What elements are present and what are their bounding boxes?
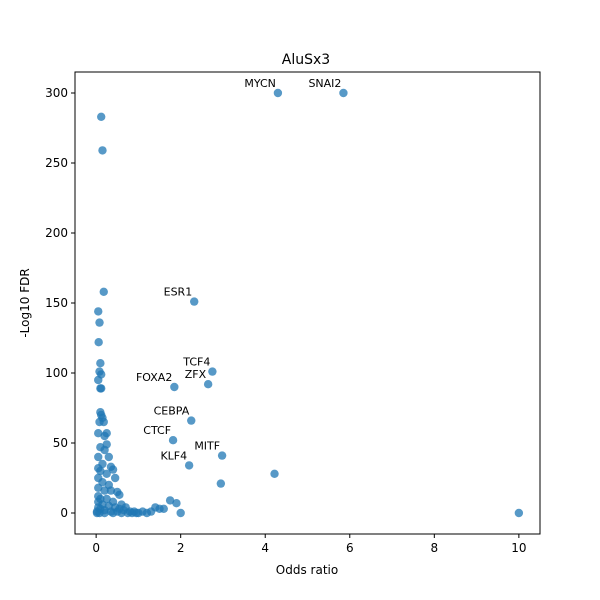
x-axis-label: Odds ratio: [276, 563, 338, 577]
scatter-point: [217, 451, 227, 460]
annotation-label: CTCF: [143, 424, 171, 437]
scatter-point: [106, 486, 116, 495]
y-tick-label: 100: [45, 366, 68, 380]
y-tick-label: 50: [53, 436, 68, 450]
scatter-point: [100, 431, 109, 441]
x-tick-label: 6: [346, 541, 354, 555]
scatter-point: [187, 416, 196, 425]
x-tick-label: 8: [430, 541, 438, 555]
scatter-point: [273, 88, 283, 98]
scatter-point: [97, 384, 106, 393]
scatter-point: [108, 465, 118, 474]
scatter-point: [97, 112, 106, 122]
y-tick-label: 150: [45, 296, 68, 310]
scatter-point: [95, 318, 104, 327]
y-tick-label: 0: [60, 506, 68, 520]
annotation-label: FOXA2: [136, 371, 172, 384]
scatter-point: [117, 508, 126, 518]
scatter-point: [168, 436, 178, 445]
plot-frame: [74, 71, 541, 535]
annotation-label: SNAI2: [308, 77, 341, 90]
scatter-point: [203, 380, 213, 389]
scatter-point: [110, 473, 120, 483]
scatter-point: [99, 417, 108, 427]
scatter-point: [94, 452, 103, 462]
scatter-point: [96, 359, 105, 368]
annotation-label: TCF4: [182, 356, 210, 369]
scatter-point: [94, 429, 103, 438]
y-tick-label: 250: [45, 156, 68, 170]
scatter-point: [94, 483, 103, 492]
x-axis: 0 2 4 6 8 10: [92, 534, 527, 555]
plot-area: [92, 88, 524, 518]
annotation-label: ESR1: [164, 286, 193, 299]
scatter-point: [127, 508, 137, 518]
scatter-point: [170, 382, 179, 392]
scatter-point: [99, 287, 108, 296]
annotation-label: MYCN: [244, 77, 276, 90]
annotations: MYCN SNAI2 ESR1 TCF4 FOXA2 ZFX CEBPA CTCF MITF KL…: [136, 77, 341, 462]
scatter-point: [108, 508, 118, 518]
x-tick-label: 4: [261, 541, 269, 555]
scatter-point: [100, 445, 109, 455]
scatter-point: [100, 508, 109, 518]
y-axis: 0 50 100 150 200 250 300: [45, 86, 75, 520]
y-tick-label: 200: [45, 226, 68, 240]
scatter-point: [159, 504, 168, 513]
scatter-point: [208, 367, 217, 376]
x-tick-label: 10: [511, 541, 526, 555]
x-tick-label: 0: [92, 541, 100, 555]
scatter-point: [165, 496, 175, 505]
scatter-point: [115, 490, 124, 499]
scatter-point: [514, 508, 524, 518]
scatter-point: [94, 338, 103, 347]
scatter-point: [339, 88, 348, 98]
scatter-point: [176, 508, 185, 518]
y-tick-label: 300: [45, 86, 68, 100]
annotation-label: ZFX: [185, 368, 207, 381]
annotation-label: KLF4: [160, 449, 187, 462]
scatter-point: [102, 469, 111, 478]
scatter-point: [98, 146, 107, 155]
annotation-label: CEBPA: [154, 405, 190, 418]
scatter-point: [100, 486, 109, 495]
scatter-point: [184, 461, 194, 470]
scatter-point: [172, 499, 181, 508]
chart-title: AluSx3: [282, 52, 330, 68]
y-axis-label: -Log10 FDR: [18, 268, 32, 337]
scatter-point: [104, 452, 114, 462]
annotation-label: MITF: [194, 440, 220, 453]
scatter-point: [270, 469, 279, 478]
scatter-point: [190, 297, 199, 306]
scatter-point: [216, 479, 226, 488]
x-tick-label: 2: [177, 541, 185, 555]
scatter-point: [94, 307, 103, 316]
scatter-point: [96, 466, 105, 476]
scatter-point: [94, 375, 103, 385]
